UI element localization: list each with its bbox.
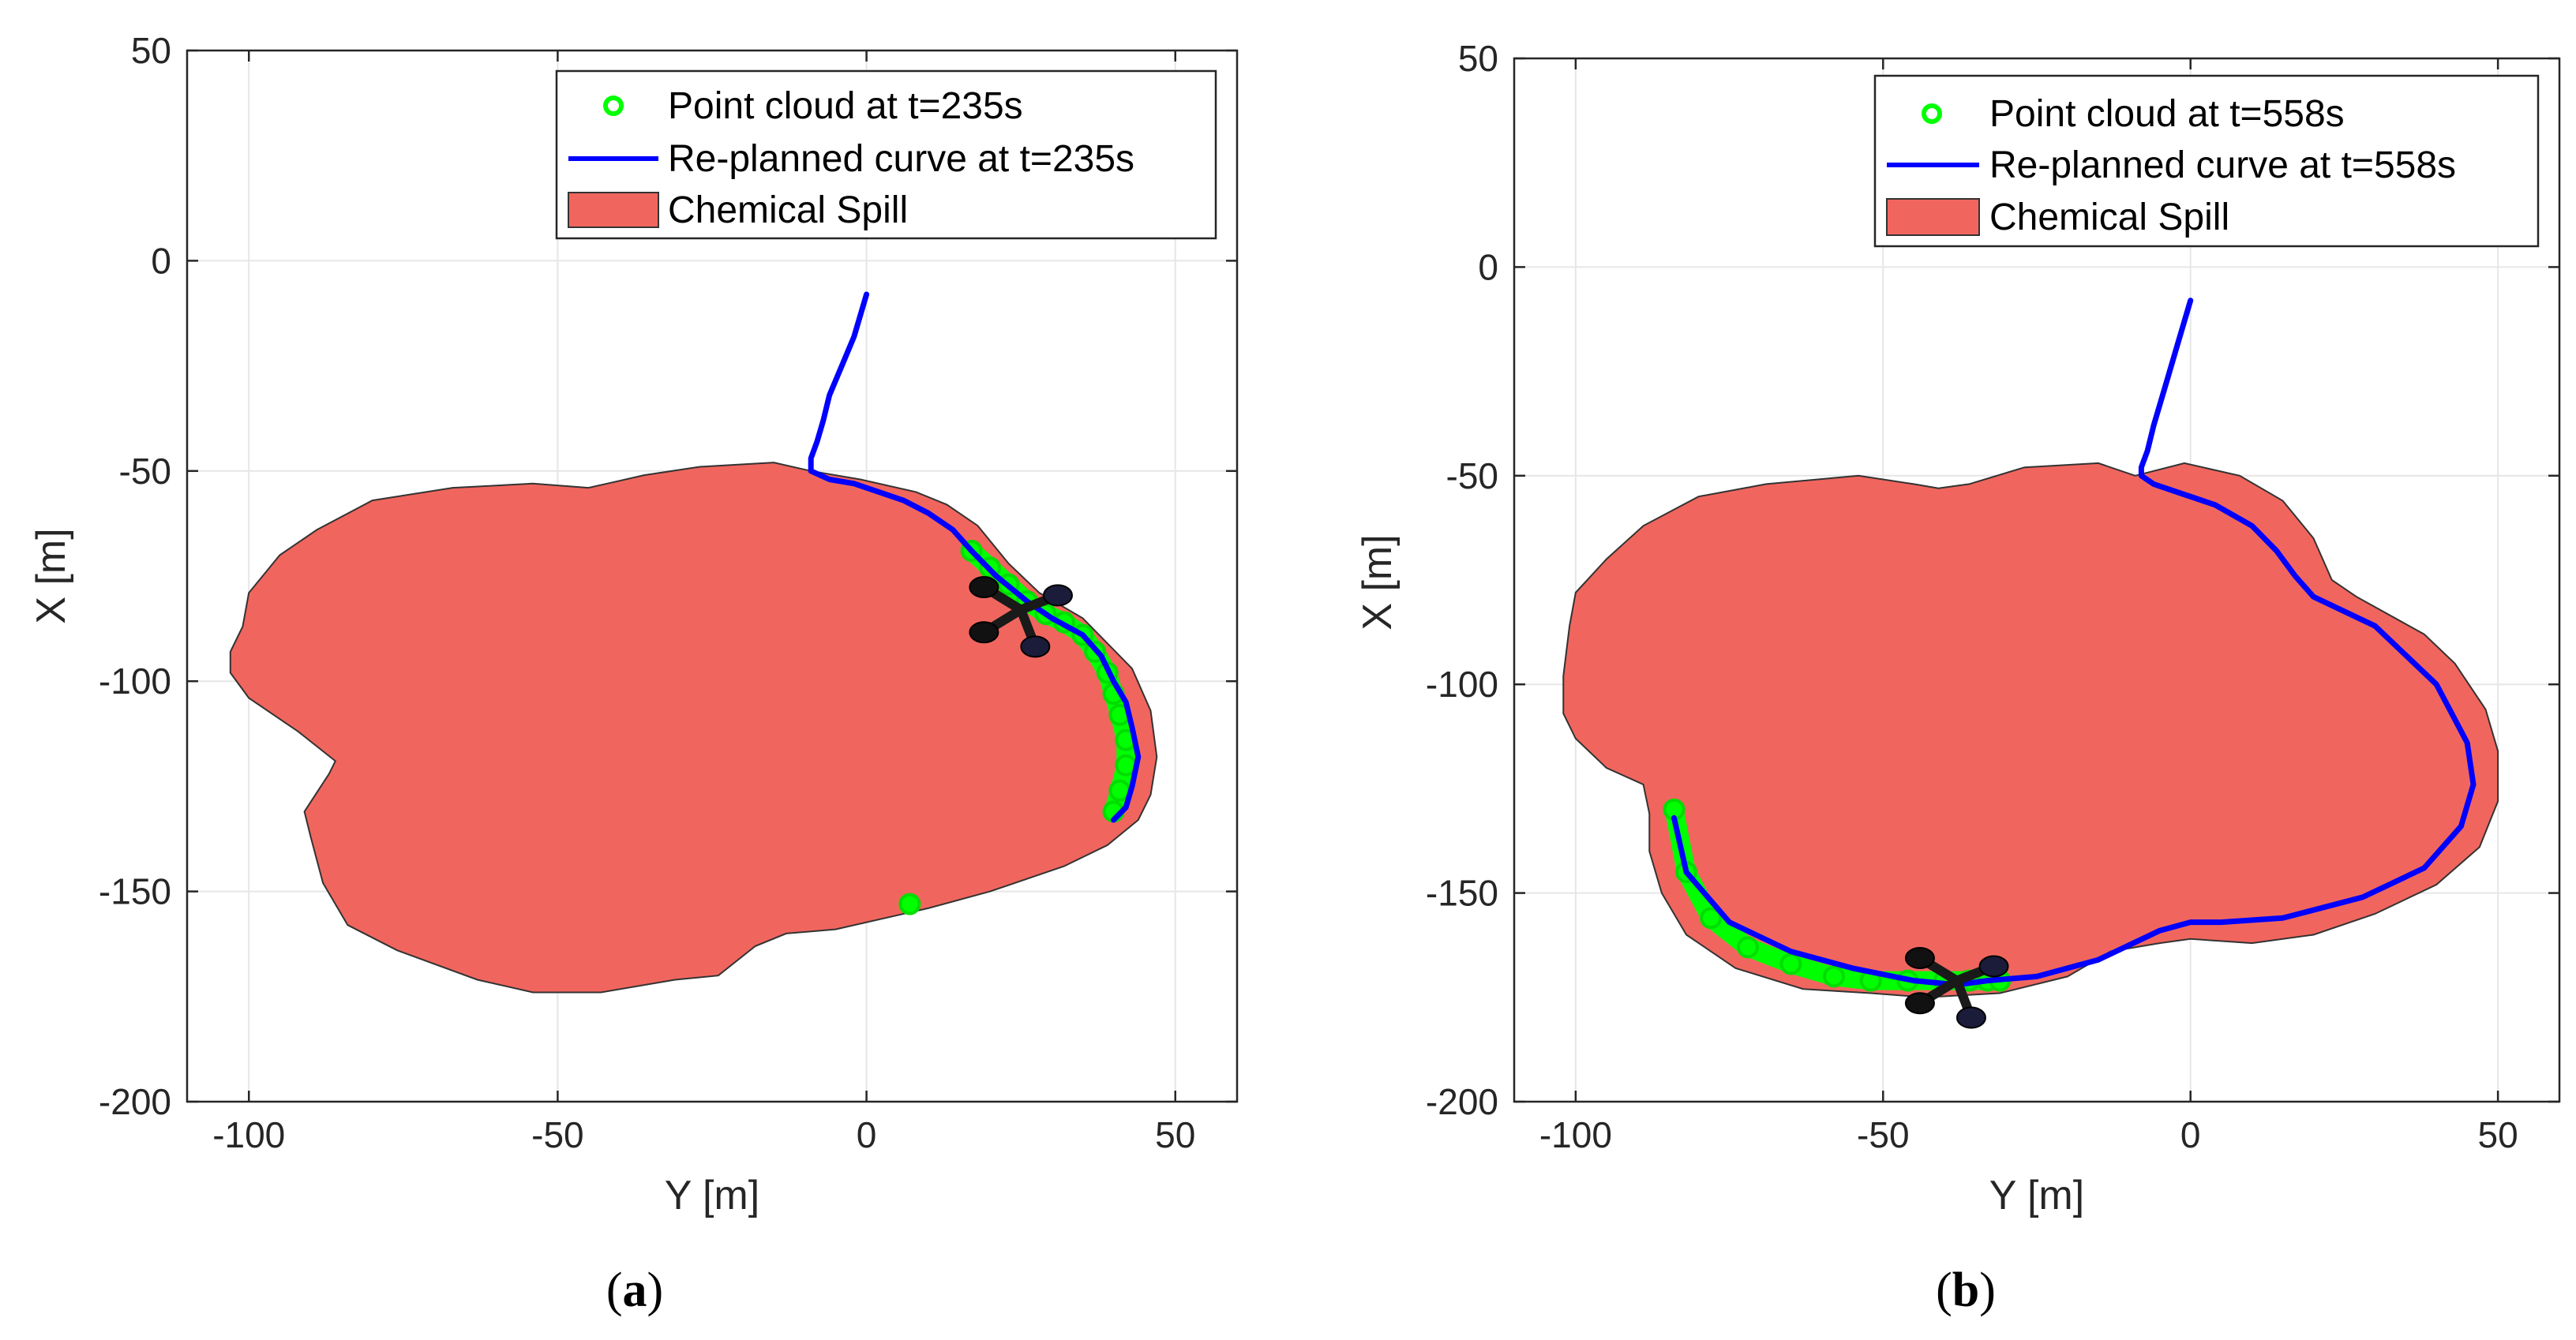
chart-panel-a: -100 -50 0 50 50 0 -50 -100 -150 -200 Y [m] X [m…	[28, 30, 1239, 1317]
tick-marks	[187, 49, 1237, 1103]
x-axis-label: Y [m]	[1989, 1173, 2084, 1218]
axes-box	[186, 49, 1239, 1103]
chart-panel-b: -100 -50 0 50 50 0 -50 -100 -150 -200 Y [m] X [m…	[1355, 38, 2561, 1317]
drone-rotor	[1042, 584, 1073, 607]
x-axis-label: Y [m]	[665, 1173, 759, 1218]
legend-box	[555, 69, 1217, 240]
x-tick-label: 0	[2180, 1114, 2201, 1155]
y-tick-label: 0	[1478, 246, 1498, 287]
x-tick-labels: -100 -50 0 50	[1539, 1114, 2518, 1155]
x-tick-label: 0	[857, 1114, 877, 1155]
y-axis-label: X [m]	[1355, 534, 1400, 630]
y-tick-label: -150	[1426, 873, 1498, 914]
legend-marker-icon	[1922, 103, 1942, 124]
y-axis-label: X [m]	[28, 528, 74, 623]
drone-rotor	[1904, 947, 1935, 970]
y-tick-label: -50	[119, 451, 171, 492]
chemical-spill-area	[229, 462, 1158, 994]
point-marker	[1779, 953, 1802, 975]
y-tick-label: -200	[1426, 1081, 1498, 1122]
chemical-spill-area	[1562, 462, 2499, 998]
y-tick-label: 0	[151, 240, 171, 281]
y-tick-label: -200	[99, 1081, 171, 1122]
panel-caption-b: (b)	[1936, 1263, 1996, 1317]
y-tick-label: -50	[1446, 455, 1498, 496]
replanned-curve	[1671, 298, 2477, 988]
legend-entry-point-cloud: Point cloud at t=558s	[1989, 93, 2345, 135]
point-marker	[898, 893, 921, 915]
y-tick-labels: 50 0 -50 -100 -150 -200	[99, 30, 171, 1122]
drone-rotor	[1955, 1006, 1986, 1029]
x-tick-label: -50	[1857, 1114, 1909, 1155]
legend: Point cloud at t=235s Re-planned curve a…	[555, 69, 1217, 240]
drone-rotor	[1020, 635, 1051, 658]
legend-entry-spill: Chemical Spill	[1989, 197, 2229, 238]
legend-entry-spill: Chemical Spill	[668, 189, 908, 231]
y-tick-labels: 50 0 -50 -100 -150 -200	[1426, 38, 1498, 1122]
legend-entry-curve: Re-planned curve at t=558s	[1989, 144, 2456, 186]
drone-icon	[1904, 947, 2009, 1029]
drone-rotor	[969, 576, 999, 599]
x-tick-label: -100	[1539, 1114, 1612, 1155]
y-tick-label: -100	[1426, 664, 1498, 705]
x-tick-label: -100	[212, 1114, 285, 1155]
x-tick-label: -50	[531, 1114, 583, 1155]
tick-marks	[1514, 57, 2559, 1103]
x-tick-label: 50	[2478, 1114, 2518, 1155]
legend-entry-point-cloud: Point cloud at t=235s	[668, 85, 1023, 127]
x-tick-label: 50	[1155, 1114, 1195, 1155]
panel-label-b: b	[1952, 1263, 1979, 1317]
point-marker	[1822, 965, 1845, 988]
legend-entry-curve: Re-planned curve at t=235s	[668, 138, 1134, 180]
legend-patch-icon	[568, 192, 659, 228]
point-cloud	[1663, 798, 2012, 992]
legend: Point cloud at t=558s Re-planned curve a…	[1873, 74, 2540, 248]
axes-box	[1513, 57, 2561, 1103]
y-tick-label: 50	[1458, 38, 1498, 79]
replanned-curve	[808, 291, 1142, 823]
x-tick-labels: -100 -50 0 50	[212, 1114, 1195, 1155]
legend-patch-icon	[1886, 198, 1980, 236]
y-tick-label: -150	[99, 871, 171, 912]
panel-caption-a: (a)	[606, 1263, 663, 1317]
drone-rotor	[1978, 955, 2009, 978]
drone-rotor	[969, 621, 999, 644]
y-tick-label: -100	[99, 661, 171, 702]
legend-marker-icon	[603, 95, 624, 116]
legend-box	[1873, 74, 2540, 248]
y-tick-label: 50	[131, 30, 171, 71]
panel-label-a: a	[623, 1263, 647, 1317]
drone-icon	[969, 576, 1073, 658]
point-marker	[1736, 936, 1759, 959]
drone-rotor	[1904, 992, 1935, 1015]
point-marker	[1700, 907, 1723, 930]
